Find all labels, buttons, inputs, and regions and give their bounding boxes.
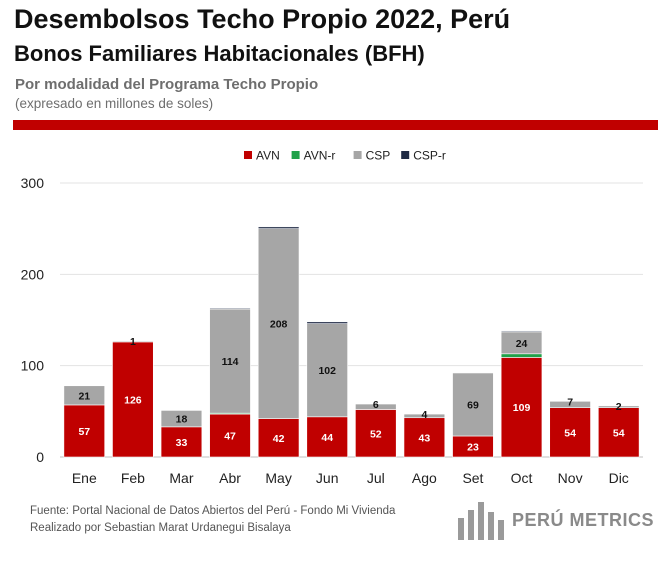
bar-segment	[598, 407, 640, 458]
bar-segment	[500, 353, 543, 358]
data-label: 54	[564, 427, 576, 439]
x-tick-label: Jul	[367, 470, 385, 486]
x-tick-label: Nov	[558, 470, 583, 486]
legend-swatch	[244, 151, 252, 159]
data-label: 44	[321, 432, 333, 444]
footer-source: Fuente: Portal Nacional de Datos Abierto…	[30, 505, 396, 517]
bar-segment	[306, 321, 348, 324]
x-tick-label: Ago	[412, 470, 437, 486]
brand-name: PERÚ METRICS	[512, 510, 655, 530]
bar-segment	[403, 417, 446, 458]
bar-segment	[306, 323, 348, 418]
chart-description: Por modalidad del Programa Techo Propio	[15, 76, 319, 93]
bar-segment	[500, 357, 543, 458]
header-divider	[13, 120, 658, 130]
bar-chart-logo-icon	[458, 502, 504, 540]
data-label: 4	[421, 409, 427, 421]
legend-swatch	[401, 151, 410, 159]
bar-segment	[112, 340, 154, 343]
data-label: 109	[513, 402, 531, 414]
x-tick-label: Abr	[219, 470, 241, 486]
data-label: 114	[222, 356, 239, 368]
legend-label: CSP	[366, 149, 391, 163]
data-label: 24	[516, 338, 528, 350]
bar-segment	[63, 404, 105, 458]
data-label: 6	[373, 399, 379, 411]
data-label: 7	[567, 396, 573, 408]
unit-note: (expresado en millones de soles)	[15, 96, 214, 111]
bar-segment	[63, 385, 105, 406]
legend-label: AVN	[256, 149, 280, 163]
x-tick-label: Ene	[72, 470, 97, 486]
x-tick-label: Oct	[511, 470, 533, 486]
bar-segment	[549, 400, 591, 408]
bar-segment	[209, 413, 251, 458]
x-tick-label: Jun	[316, 470, 339, 486]
y-tick-label: 100	[21, 358, 45, 374]
legend-swatch	[353, 151, 362, 159]
x-tick-label: Set	[462, 470, 483, 486]
bar-segment	[549, 407, 591, 458]
data-label: 69	[467, 399, 479, 411]
data-label: 21	[78, 390, 90, 402]
bar-segment	[306, 416, 348, 458]
bar-segment	[355, 403, 397, 410]
data-label: 23	[467, 441, 479, 453]
x-tick-label: May	[265, 470, 291, 486]
y-tick-label: 200	[21, 266, 45, 282]
bar-segment	[209, 307, 251, 310]
y-tick-label: 0	[36, 449, 44, 465]
data-label: 57	[78, 426, 90, 438]
bar-segment	[112, 341, 154, 458]
data-label: 42	[273, 433, 285, 445]
data-label: 208	[270, 319, 288, 331]
data-label: 102	[318, 365, 336, 377]
chart-subtitle: Bonos Familiares Habitacionales (BFH)	[14, 41, 425, 66]
x-tick-label: Mar	[169, 470, 193, 486]
x-tick-label: Dic	[609, 470, 629, 486]
data-label: 126	[124, 394, 142, 406]
y-tick-label: 300	[21, 175, 45, 191]
data-label: 2	[616, 401, 622, 413]
bar-segment	[160, 410, 203, 428]
data-label: 54	[613, 427, 625, 439]
legend-label: CSP-r	[413, 149, 446, 163]
data-label: 18	[176, 414, 188, 426]
legend-label: AVN-r	[304, 149, 336, 163]
data-label: 33	[176, 437, 188, 449]
bar-segment	[598, 405, 640, 408]
bar-segment	[257, 226, 300, 229]
footer-author: Realizado por Sebastian Marat Urdanegui …	[30, 522, 291, 534]
x-tick-label: Feb	[121, 470, 145, 486]
bar-segment	[209, 308, 251, 414]
bar-segment	[500, 330, 543, 333]
bar-segment	[403, 413, 446, 419]
data-label: 52	[370, 428, 382, 440]
bar-segment	[257, 228, 300, 419]
data-label: 47	[224, 431, 236, 443]
chart-title: Desembolsos Techo Propio 2022, Perú	[14, 4, 511, 34]
legend-swatch	[291, 151, 300, 159]
bar-segment	[160, 426, 203, 458]
data-label: 1	[130, 336, 136, 348]
bar-segment	[452, 372, 494, 437]
stacked-bar-chart: 0 100 200 300 AVN AVN-r CSP CSP-r 57 21 Ene 126 1 Feb…	[21, 149, 643, 486]
data-label: 43	[419, 432, 431, 444]
